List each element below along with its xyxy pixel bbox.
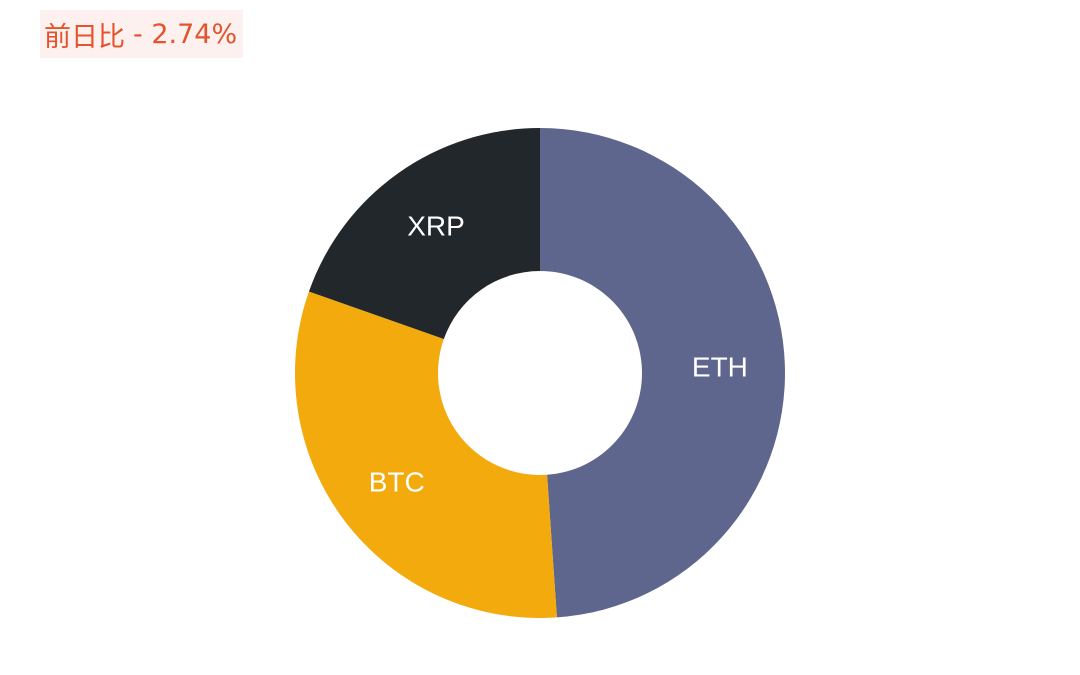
- slice-xrp: [308, 128, 540, 340]
- slice-label-eth: ETH: [692, 351, 748, 382]
- slice-eth: [540, 128, 785, 618]
- slice-label-xrp: XRP: [407, 211, 465, 242]
- day-change-badge: 前日比 - 2.74%: [40, 10, 244, 58]
- slice-label-btc: BTC: [369, 466, 425, 497]
- day-change-value: - 2.74%: [133, 18, 238, 50]
- day-change-label: 前日比: [44, 21, 125, 53]
- slice-btc: [294, 291, 557, 618]
